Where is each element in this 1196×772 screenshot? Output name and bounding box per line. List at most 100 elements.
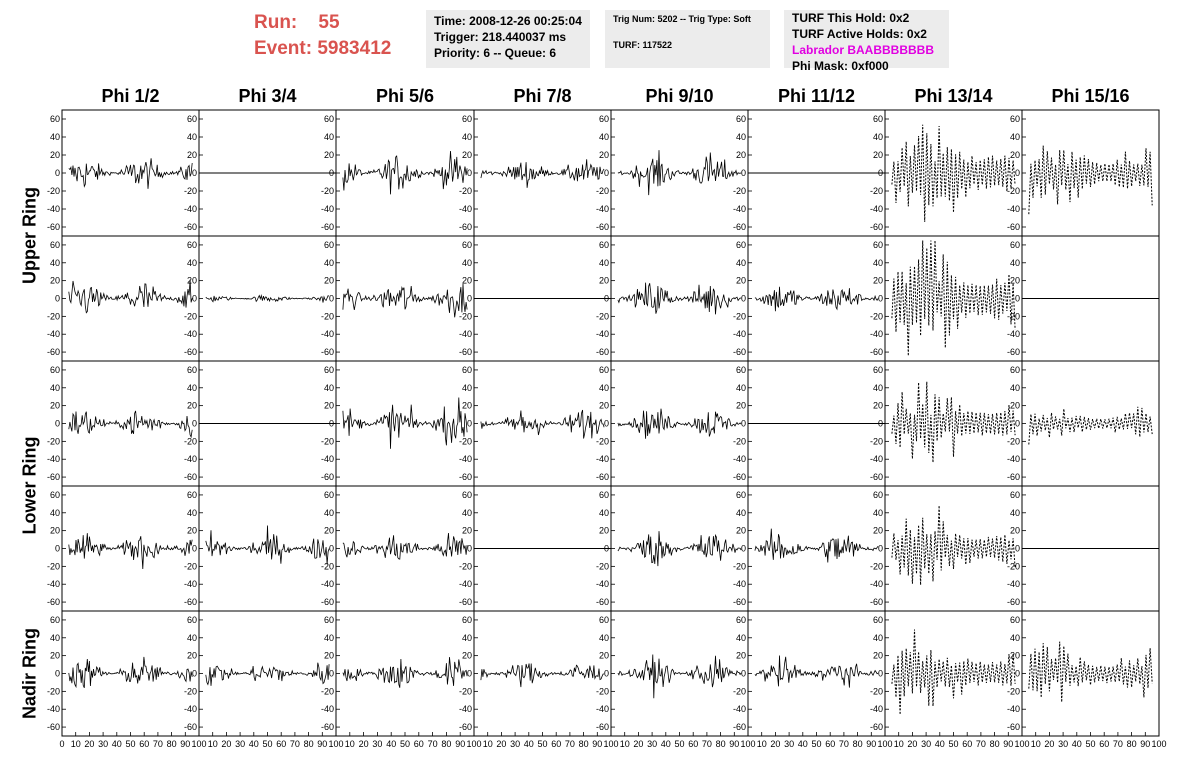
y-tick-label: 20	[873, 401, 883, 411]
y-tick-label: 40	[462, 633, 472, 643]
y-tick-label: -40	[1007, 329, 1020, 339]
waveform-panel: 60 40 20 0 -20 -40 -60	[596, 485, 749, 612]
y-tick-label: 20	[187, 526, 197, 536]
y-tick-label: -20	[870, 686, 883, 696]
y-tick-label: -20	[47, 436, 60, 446]
x-tick-label: 100	[740, 739, 755, 749]
y-tick-label: 40	[599, 258, 609, 268]
waveform-panel: 60 40 20 0 -20 -40 -60	[870, 109, 1023, 237]
waveform-trace	[891, 381, 1016, 463]
y-tick-label: -20	[47, 311, 60, 321]
y-tick-label: -40	[47, 329, 60, 339]
y-tick-label: -20	[1007, 686, 1020, 696]
waveform-panel: 60 40 20 0 -20 -40 -60	[1007, 360, 1160, 487]
y-tick-label: -60	[47, 472, 60, 482]
y-tick-label: -60	[596, 722, 609, 732]
waveform-panel: 60 40 20 0 -20 -40 -60	[870, 360, 1023, 487]
y-tick-label: 40	[873, 633, 883, 643]
y-tick-label: 60	[462, 114, 472, 124]
y-tick-label: -20	[47, 186, 60, 196]
y-tick-label: -60	[596, 347, 609, 357]
y-tick-label: 40	[462, 508, 472, 518]
y-tick-label: 60	[736, 240, 746, 250]
x-tick-label: 100	[1151, 739, 1166, 749]
y-tick-label: -40	[184, 579, 197, 589]
y-tick-label: 60	[462, 240, 472, 250]
x-tick-label: 10	[345, 739, 355, 749]
x-tick-label: 100	[1014, 739, 1029, 749]
phi-label: Phi 7/8	[513, 86, 572, 106]
y-tick-label: -60	[870, 222, 883, 232]
x-tick-label: 100	[877, 739, 892, 749]
waveform-panel: 60 40 20 0 -20 -40 -60	[47, 485, 200, 612]
y-tick-label: -20	[733, 311, 746, 321]
y-tick-label: -60	[1007, 597, 1020, 607]
y-tick-label: 40	[324, 508, 334, 518]
y-tick-label: -40	[459, 704, 472, 714]
y-tick-label: -20	[321, 436, 334, 446]
y-tick-label: -60	[733, 222, 746, 232]
y-tick-label: -60	[459, 472, 472, 482]
y-tick-label: 0	[1015, 544, 1020, 554]
y-tick-label: -20	[47, 561, 60, 571]
y-tick-label: 60	[50, 114, 60, 124]
x-tick-label: 10	[71, 739, 81, 749]
waveform-trace	[617, 282, 742, 315]
y-tick-label: 60	[736, 490, 746, 500]
y-tick-label: -60	[1007, 222, 1020, 232]
y-tick-label: -40	[459, 329, 472, 339]
y-tick-label: -60	[459, 597, 472, 607]
waveform-trace	[68, 279, 193, 314]
waveform-trace	[891, 240, 1016, 356]
y-tick-label: -40	[596, 704, 609, 714]
y-tick-label: -20	[1007, 436, 1020, 446]
waveform-trace	[342, 283, 468, 318]
y-tick-label: 40	[1010, 383, 1020, 393]
y-tick-label: -20	[596, 436, 609, 446]
waveform-trace	[617, 654, 742, 699]
x-tick-label: 60	[1099, 739, 1109, 749]
x-tick-label: 50	[262, 739, 272, 749]
y-tick-label: -40	[184, 454, 197, 464]
x-tick-label: 10	[757, 739, 767, 749]
y-tick-label: -60	[47, 597, 60, 607]
y-tick-label: -60	[870, 722, 883, 732]
y-tick-label: 60	[736, 615, 746, 625]
x-tick-label: 40	[112, 739, 122, 749]
y-tick-label: 0	[1015, 294, 1020, 304]
y-tick-label: 20	[187, 401, 197, 411]
waveform-panel: 60 40 20 0 -20 -40 -60	[733, 485, 886, 612]
y-tick-label: -60	[47, 347, 60, 357]
y-tick-label: 40	[1010, 508, 1020, 518]
waveform-panel: 60 40 20 0 -20 -40 -60	[184, 485, 337, 612]
y-tick-label: 60	[1010, 490, 1020, 500]
y-tick-label: -40	[870, 454, 883, 464]
y-tick-label: -20	[184, 561, 197, 571]
panel-frame	[1021, 610, 1160, 737]
y-tick-label: 40	[599, 508, 609, 518]
y-tick-label: 20	[462, 276, 472, 286]
y-tick-label: 60	[324, 490, 334, 500]
y-tick-label: -40	[1007, 204, 1020, 214]
x-tick-label: 50	[811, 739, 821, 749]
x-tick-label: 20	[359, 739, 369, 749]
y-tick-label: 40	[736, 132, 746, 142]
y-tick-label: 0	[1015, 419, 1020, 429]
x-tick-label: 60	[962, 739, 972, 749]
waveform-trace	[68, 158, 193, 189]
event-label: Event:	[254, 38, 313, 59]
y-tick-label: -60	[184, 722, 197, 732]
waveform-trace	[891, 505, 1016, 586]
x-tick-label: 60	[688, 739, 698, 749]
x-tick-label: 30	[372, 739, 382, 749]
y-tick-label: -20	[321, 186, 334, 196]
y-tick-label: 20	[1010, 526, 1020, 536]
y-tick-label: 60	[873, 365, 883, 375]
x-tick-label: 50	[537, 739, 547, 749]
y-tick-label: 0	[467, 168, 472, 178]
y-tick-label: -40	[870, 204, 883, 214]
y-tick-label: 0	[878, 168, 883, 178]
x-tick-label: 50	[948, 739, 958, 749]
y-tick-label: -40	[184, 704, 197, 714]
y-tick-label: 40	[1010, 132, 1020, 142]
